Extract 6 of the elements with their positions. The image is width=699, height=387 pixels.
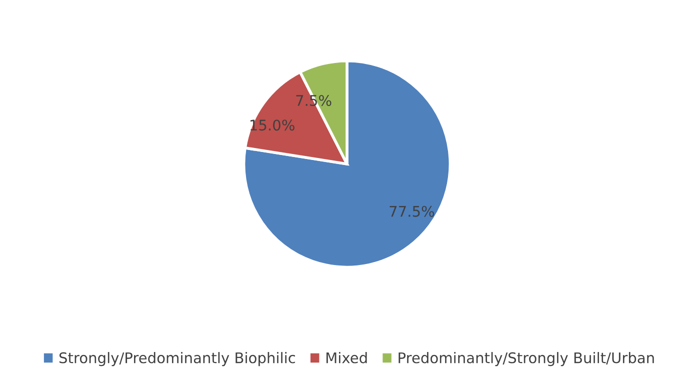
legend-label: Predominantly/Strongly Built/Urban — [398, 352, 654, 366]
legend-label: Strongly/Predominantly Biophilic — [59, 352, 295, 366]
data-label: 77.5% — [390, 206, 434, 217]
legend-label: Mixed — [326, 352, 367, 364]
pie-slice — [242, 59, 452, 269]
data-label: 7.5% — [296, 94, 332, 106]
